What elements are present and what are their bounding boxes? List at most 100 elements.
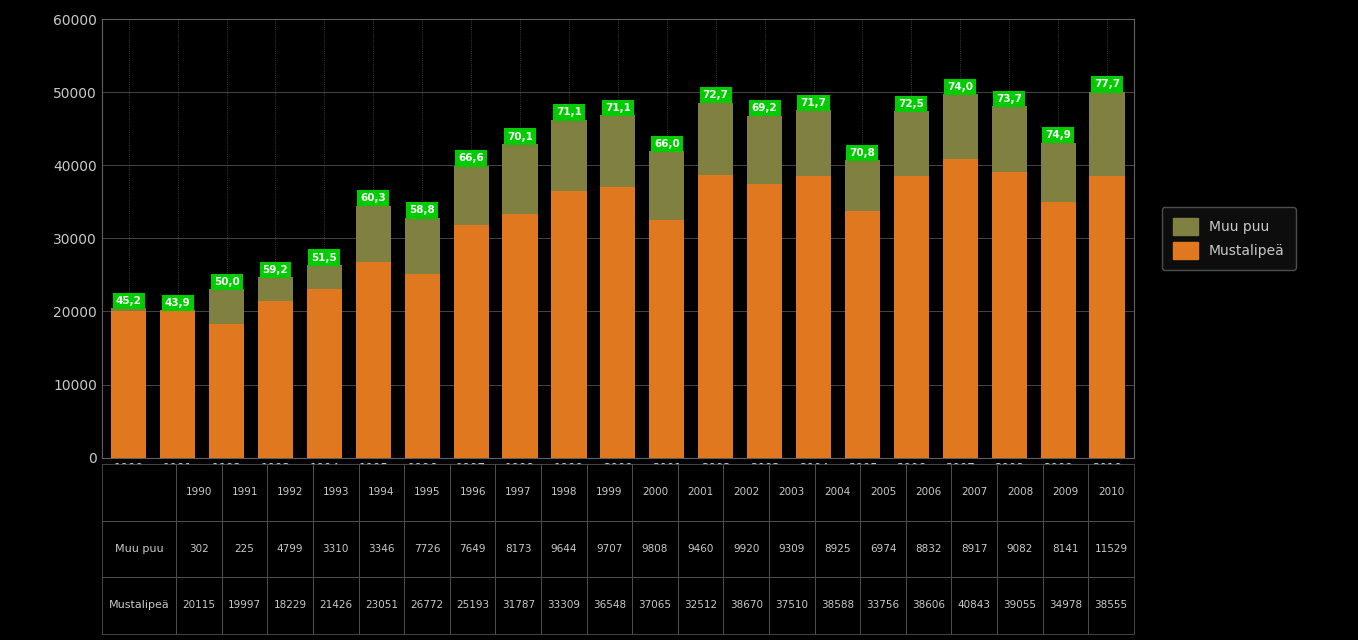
Bar (815, 520, 860, 577)
Bar (221, 464, 268, 520)
Bar (405, 273, 440, 458)
Bar (102, 520, 177, 577)
Bar (111, 308, 147, 310)
Bar (312, 577, 359, 634)
Text: 43,9: 43,9 (164, 298, 190, 308)
Bar (449, 464, 496, 520)
Bar (997, 577, 1043, 634)
Text: 6974: 6974 (870, 544, 896, 554)
Bar (551, 120, 587, 191)
Bar (356, 262, 391, 458)
Text: 8832: 8832 (915, 544, 942, 554)
Bar (449, 577, 496, 634)
Bar (454, 166, 489, 225)
Text: 1994: 1994 (368, 487, 395, 497)
Text: 1999: 1999 (596, 487, 623, 497)
Bar (268, 520, 312, 577)
Bar (747, 184, 782, 458)
Text: 1996: 1996 (459, 487, 486, 497)
Bar (405, 464, 449, 520)
Bar (587, 577, 633, 634)
Bar (894, 111, 929, 175)
Text: 7649: 7649 (459, 544, 486, 554)
Bar (405, 520, 449, 577)
Bar (796, 111, 831, 175)
Bar (600, 187, 636, 458)
Text: 58,8: 58,8 (409, 205, 435, 216)
Text: 9920: 9920 (733, 544, 759, 554)
Bar (991, 106, 1027, 172)
Text: 8917: 8917 (961, 544, 987, 554)
Bar (906, 520, 952, 577)
Text: 66,6: 66,6 (458, 154, 483, 163)
Bar (312, 520, 359, 577)
Bar (769, 520, 815, 577)
Bar (496, 577, 540, 634)
Bar (649, 151, 684, 220)
Bar (102, 577, 177, 634)
Bar (906, 577, 952, 634)
Bar (359, 577, 405, 634)
Text: 60,3: 60,3 (360, 193, 386, 204)
Bar (942, 159, 978, 458)
Bar (1043, 464, 1088, 520)
Bar (698, 175, 733, 458)
Text: 19997: 19997 (228, 600, 261, 611)
Bar (221, 577, 268, 634)
Text: 9460: 9460 (687, 544, 714, 554)
Text: 18229: 18229 (273, 600, 307, 611)
Text: 4799: 4799 (277, 544, 303, 554)
Text: 2004: 2004 (824, 487, 850, 497)
Bar (952, 464, 997, 520)
Bar (906, 464, 952, 520)
Text: 2007: 2007 (961, 487, 987, 497)
Text: Muu puu: Muu puu (114, 544, 163, 554)
Bar (540, 464, 587, 520)
Text: 31787: 31787 (501, 600, 535, 611)
Bar (551, 191, 587, 458)
Bar (649, 220, 684, 458)
Text: 39055: 39055 (1004, 600, 1036, 611)
Bar (724, 464, 769, 520)
Text: 1992: 1992 (277, 487, 303, 497)
Bar (221, 520, 268, 577)
Text: 59,2: 59,2 (262, 265, 288, 275)
Bar (769, 464, 815, 520)
Text: 1997: 1997 (505, 487, 531, 497)
Text: 72,5: 72,5 (899, 99, 925, 109)
Bar (845, 211, 880, 458)
Bar (952, 520, 997, 577)
Bar (1088, 464, 1134, 520)
Text: 23051: 23051 (365, 600, 398, 611)
Text: 70,8: 70,8 (850, 148, 876, 158)
Text: 38606: 38606 (913, 600, 945, 611)
Text: 25193: 25193 (456, 600, 489, 611)
Bar (502, 144, 538, 214)
Text: 2003: 2003 (778, 487, 805, 497)
Text: 71,7: 71,7 (801, 99, 827, 108)
Bar (496, 520, 540, 577)
Bar (796, 175, 831, 458)
Text: 1998: 1998 (550, 487, 577, 497)
Bar (307, 289, 342, 458)
Bar (1040, 202, 1076, 458)
Bar (1040, 143, 1076, 202)
Bar (678, 577, 724, 634)
Text: 2009: 2009 (1052, 487, 1078, 497)
Text: 8173: 8173 (505, 544, 531, 554)
Bar (356, 205, 391, 262)
Bar (860, 464, 906, 520)
Bar (307, 265, 342, 289)
Text: 2006: 2006 (915, 487, 942, 497)
Bar (359, 520, 405, 577)
Bar (160, 312, 196, 458)
Bar (540, 520, 587, 577)
Bar (209, 324, 244, 458)
Bar (449, 520, 496, 577)
Bar (952, 577, 997, 634)
Bar (405, 218, 440, 273)
Text: 8925: 8925 (824, 544, 850, 554)
Bar (496, 464, 540, 520)
Bar (724, 577, 769, 634)
Bar (359, 464, 405, 520)
